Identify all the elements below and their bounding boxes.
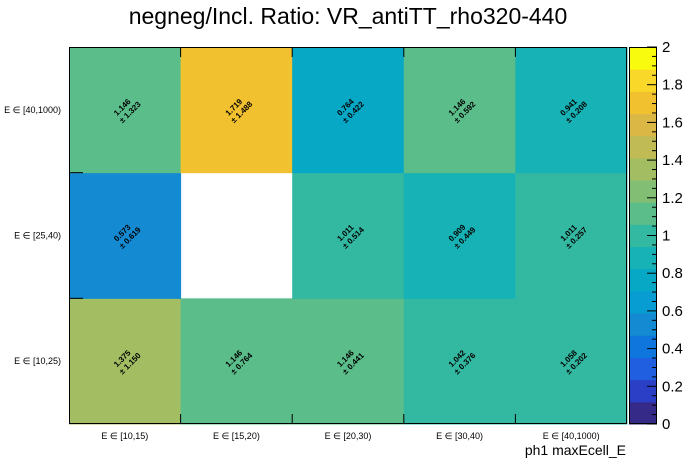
heatmap-cell: 1.011± 0.514 (292, 172, 405, 299)
x-tick-labels: E ∈ [10,15) E ∈ [15,20) E ∈ [20,30) E ∈ [30… (101, 431, 599, 441)
heatmap-cell: 1.146± 0.441 (292, 298, 405, 425)
heatmap-cell-rect (69, 172, 182, 299)
palette-swatch (629, 202, 657, 225)
palette-tick-label: 1 (662, 228, 670, 245)
palette-tick-label: 0.2 (662, 378, 683, 395)
heatmap-cell-rect (515, 47, 628, 174)
heatmap-cell: 1.058± 0.202 (515, 298, 628, 425)
palette-swatch (629, 379, 657, 403)
heatmap-cell: 1.146± 0.764 (180, 298, 293, 425)
x-tick-label: E ∈ [40,1000) (543, 431, 600, 441)
palette-swatch (629, 246, 657, 270)
palette-swatch (629, 135, 657, 159)
heatmap-cell: 1.146± 1.323 (69, 47, 182, 174)
palette-swatch (629, 47, 657, 70)
heatmap-cell-rect (515, 172, 628, 299)
heatmap-cell-rect (69, 298, 182, 425)
plot-frame (69, 47, 627, 424)
y-tick-label: E ∈ [10,25) (14, 356, 61, 366)
palette-swatch (629, 357, 657, 381)
palette-tick-label: 0.8 (662, 265, 683, 282)
heatmap-cells: 1.375± 1.150 1.146± 0.764 1.146± 0.441 1.04… (69, 47, 628, 425)
heatmap-cell-rect (515, 298, 628, 425)
heatmap-cell-rect (292, 47, 405, 174)
palette-tick-label: 2 (662, 39, 670, 56)
heatmap-cell-rect (403, 172, 516, 299)
palette-tick-label: 0.6 (662, 303, 683, 320)
y-tick-label: E ∈ [40,1000) (4, 105, 61, 115)
palette-swatch (629, 335, 657, 358)
palette-swatch (629, 157, 657, 181)
palette-tick-label: 0 (662, 416, 670, 433)
palette-swatch (629, 180, 657, 203)
x-tick-label: E ∈ [10,15) (101, 431, 148, 441)
heatmap-cell-rect (403, 298, 516, 425)
palette-swatch (629, 224, 657, 248)
heatmap-cell-rect (180, 47, 293, 174)
x-tick-label: E ∈ [15,20) (213, 431, 260, 441)
palette-tick-label: 1.4 (662, 152, 683, 169)
heatmap-cell-rect (69, 47, 182, 174)
palette-tick-label: 1.8 (662, 77, 683, 94)
axis-ticks (69, 47, 516, 424)
heatmap-cell: 0.573± 0.619 (69, 172, 182, 299)
y-tick-label: E ∈ [25,40) (14, 231, 61, 241)
heatmap-cell-rect (292, 172, 405, 299)
chart-title: negneg/Incl. Ratio: VR_antiTT_rho320-440 (129, 3, 568, 29)
palette-swatch (629, 91, 657, 115)
color-palette-labels: 0 0.2 0.4 0.6 0.8 1 1.2 1.4 1.6 1.8 2 (647, 39, 683, 433)
heatmap-cell: 0.909± 0.449 (403, 172, 516, 299)
heatmap-cell: 1.719± 1.488 (180, 47, 293, 174)
heatmap-cell-rect (403, 47, 516, 174)
x-tick-label: E ∈ [30,40) (436, 431, 483, 441)
palette-tick-label: 1.2 (662, 190, 683, 207)
color-palette (629, 47, 657, 425)
y-tick-labels: E ∈ [10,25) E ∈ [25,40) E ∈ [40,1000) (4, 105, 61, 366)
heatmap-cell: 1.011± 0.257 (515, 172, 628, 299)
palette-swatch (629, 401, 657, 425)
palette-swatch (629, 313, 657, 336)
heatmap-cell: 1.146± 0.592 (403, 47, 516, 174)
heatmap-cell: 1.042± 0.376 (403, 298, 516, 425)
heatmap-cell-rect (292, 298, 405, 425)
palette-tick-label: 0.4 (662, 341, 683, 358)
heatmap-cell: 0.941± 0.208 (515, 47, 628, 174)
heatmap-cell: 1.375± 1.150 (69, 298, 182, 425)
palette-swatch (629, 113, 657, 137)
palette-swatch (629, 69, 657, 92)
palette-swatch (629, 290, 657, 314)
palette-swatch (629, 268, 657, 292)
heatmap-cell-rect (180, 298, 293, 425)
x-axis-title: ph1 maxEcell_E (525, 442, 626, 458)
x-tick-label: E ∈ [20,30) (325, 431, 372, 441)
heatmap-cell: 0.764± 0.422 (292, 47, 405, 174)
palette-tick-label: 1.6 (662, 114, 683, 131)
